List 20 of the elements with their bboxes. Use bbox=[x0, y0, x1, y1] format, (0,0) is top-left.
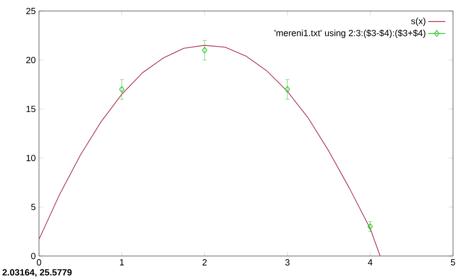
point bbox=[284, 86, 290, 93]
x-tick-label: 0 bbox=[36, 259, 42, 266]
point bbox=[368, 223, 373, 230]
y-tick-label: 0 bbox=[31, 252, 36, 260]
x-tick-label: 2 bbox=[202, 259, 207, 266]
text: 2.03164, 25.5779 bbox=[2, 269, 72, 277]
y-tick-label: 25 bbox=[26, 8, 36, 14]
y-tick-label: 15 bbox=[26, 106, 36, 112]
x-tick-label: 5 bbox=[450, 259, 456, 266]
line-series bbox=[39, 44, 381, 256]
y-tick-label: 10 bbox=[26, 154, 36, 162]
point bbox=[119, 86, 124, 93]
y-tick-label: 20 bbox=[26, 56, 36, 64]
legend-label: s(x) bbox=[411, 18, 426, 26]
x-tick-label: 1 bbox=[120, 259, 124, 266]
legend-label: 'mereni1.txt' using 2:3:($3-$4):($3+$4) bbox=[274, 29, 426, 38]
point bbox=[202, 46, 208, 54]
x-tick-label: 4 bbox=[368, 259, 372, 266]
x-tick-label: 3 bbox=[285, 259, 290, 266]
y-tick-label: 5 bbox=[31, 204, 36, 210]
